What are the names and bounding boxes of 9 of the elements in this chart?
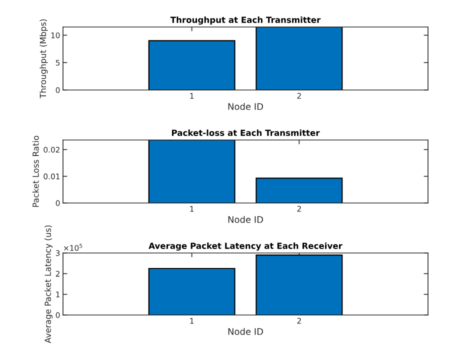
- x-axis-title: Node ID: [228, 216, 263, 223]
- chart-title: Average Packet Latency at Each Receiver: [148, 242, 342, 251]
- y-axis-title: Average Packet Latency (us): [44, 225, 53, 344]
- y-axis-title: Throughput (Mbps): [40, 19, 48, 98]
- chart-title: Throughput at Each Transmitter: [170, 16, 321, 25]
- x-axis-title: Node ID: [228, 328, 263, 335]
- chart-title: Packet-loss at Each Transmitter: [172, 130, 320, 136]
- y-axis-title: Packet Loss Ratio: [32, 136, 39, 207]
- x-axis-title: Node ID: [228, 102, 263, 110]
